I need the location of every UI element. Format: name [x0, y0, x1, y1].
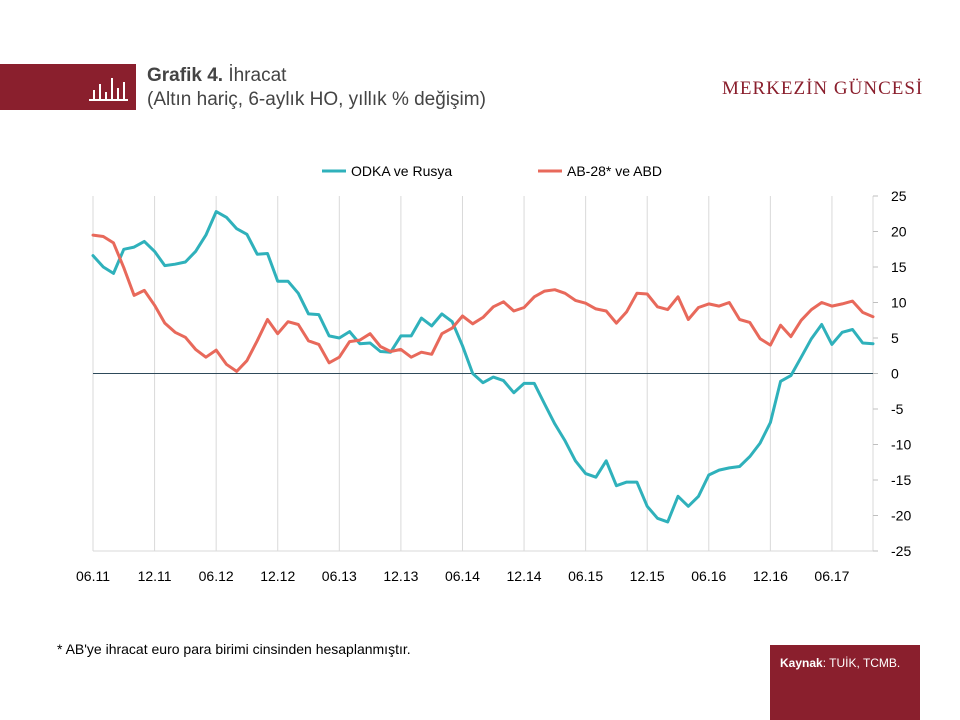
x-tick-label: 06.17 [814, 568, 849, 584]
y-tick-label: 15 [891, 259, 907, 275]
series-line-1 [91, 210, 875, 524]
source-label: Kaynak [780, 656, 823, 670]
y-tick-label: -20 [891, 508, 911, 524]
legend-label-1: ODKA ve Rusya [351, 163, 452, 179]
chart-heading: Grafik 4. İhracat (Altın hariç, 6-aylık … [147, 64, 486, 112]
x-tick-label: 06.13 [322, 568, 357, 584]
x-tick-label: 12.15 [630, 568, 665, 584]
y-tick-label: 0 [891, 366, 899, 382]
y-tick-label: -25 [891, 543, 911, 559]
y-tick-label: 10 [891, 295, 907, 311]
title-band [0, 64, 136, 110]
y-tick-label: -5 [891, 401, 904, 417]
chart-title: Grafik 4. İhracat [147, 64, 486, 88]
footnote: * AB'ye ihracat euro para birimi cinsind… [57, 641, 411, 657]
x-tick-label: 12.12 [260, 568, 295, 584]
y-tick-label: -15 [891, 472, 911, 488]
y-tick-label: -10 [891, 437, 911, 453]
x-tick-label: 06.12 [199, 568, 234, 584]
chart-subtitle: (Altın hariç, 6-aylık HO, yıllık % değiş… [147, 89, 486, 110]
x-tick-label: 12.14 [507, 568, 542, 584]
legend-label-2: AB-28* ve ABD [567, 163, 662, 179]
source-box: Kaynak: TUİK, TCMB. [770, 645, 920, 720]
source-text: : TUİK, TCMB. [822, 656, 901, 670]
x-tick-label: 06.11 [76, 568, 110, 584]
brand-logo-text: MERKEZİN GÜNCESİ [722, 78, 924, 99]
line-chart: 06.11 12.11 06.12 12.12 06.13 12.13 06.14 12.14… [76, 163, 911, 584]
x-tick-label: 06.16 [691, 568, 726, 584]
x-tick-label: 06.15 [568, 568, 603, 584]
x-tick-label: 12.16 [753, 568, 788, 584]
x-tick-label: 06.14 [445, 568, 480, 584]
chart-title-number: Grafik 4. [147, 65, 224, 86]
x-tick-label: 12.11 [138, 568, 172, 584]
y-tick-label: 25 [891, 188, 907, 204]
series-line-2 [91, 233, 875, 373]
y-tick-label: 5 [891, 330, 899, 346]
x-tick-label: 12.13 [383, 568, 418, 584]
bar-chart-icon [89, 78, 128, 101]
y-tick-label: 20 [891, 224, 907, 240]
chart-title-text: İhracat [223, 65, 287, 86]
